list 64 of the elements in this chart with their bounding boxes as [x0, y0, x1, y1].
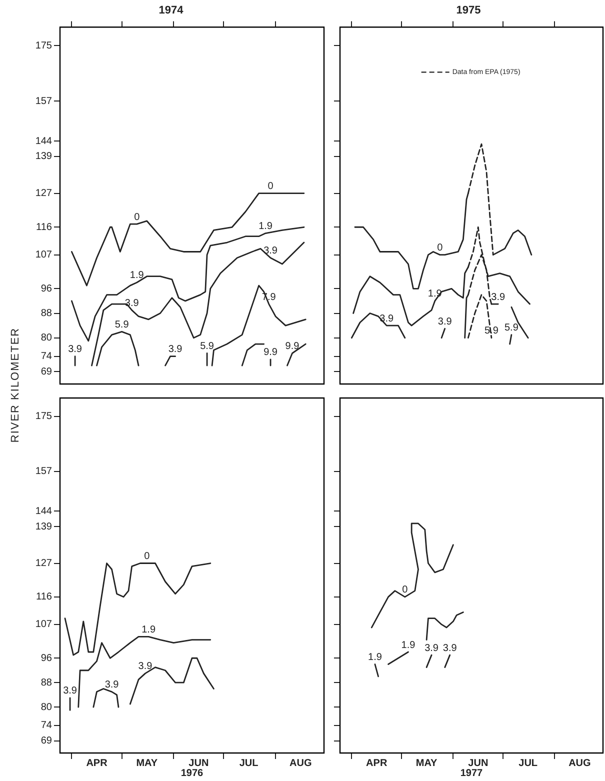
annotation: 3.9 — [380, 313, 394, 324]
annotation: 3.9 — [491, 292, 506, 303]
x-tick-label: AUG — [568, 758, 592, 769]
x-axis-title: 1976 — [180, 768, 204, 779]
annotation: 5.9 — [200, 340, 214, 352]
y-tick-label: 69 — [40, 736, 52, 747]
x-tick-label: AUG — [289, 758, 312, 769]
y-tick-label: 107 — [35, 619, 52, 630]
annotation: 3.9 — [168, 344, 183, 356]
y-tick-label: 74 — [40, 720, 52, 732]
y-tick-label: 127 — [35, 188, 52, 200]
y-axis-title: RIVER KILOMETER — [10, 327, 22, 443]
x-tick-label: JUN — [468, 758, 488, 769]
y-tick-label: 175 — [35, 40, 52, 52]
x-tick-label: JUL — [518, 758, 538, 769]
y-tick-label: 144 — [35, 506, 52, 517]
annotation: 0 — [268, 181, 274, 192]
x-tick-label: APR — [366, 758, 388, 769]
annotation: 1.9 — [258, 221, 273, 232]
y-tick-label: 80 — [40, 332, 52, 344]
y-tick-label: 127 — [35, 558, 52, 570]
chart-title: 1974 — [158, 4, 184, 17]
annotation: 3.9 — [63, 686, 78, 697]
y-tick-label: 139 — [35, 151, 52, 162]
chart-title: 1975 — [456, 4, 481, 17]
annotation: 3.9 — [442, 642, 458, 654]
annotation: 1.9 — [130, 270, 144, 282]
y-tick-label: 96 — [40, 283, 52, 294]
y-tick-label: 139 — [35, 521, 52, 532]
x-tick-label: MAY — [416, 758, 438, 769]
annotation: 5.9 — [504, 322, 519, 334]
annotation: 1.9 — [142, 624, 156, 636]
y-tick-label: 116 — [36, 222, 52, 233]
y-tick-label: 144 — [35, 136, 52, 147]
annotation: 0 — [402, 584, 408, 596]
x-axis-title: 1977 — [460, 768, 484, 779]
x-tick-label: APR — [86, 758, 108, 769]
y-tick-label: 157 — [35, 96, 52, 107]
x-tick-label: JUL — [239, 758, 258, 769]
x-tick-label: MAY — [136, 758, 158, 769]
annotation: 3.9 — [424, 642, 439, 654]
y-tick-label: 96 — [40, 652, 52, 664]
y-tick-label: 88 — [40, 677, 52, 688]
annotation: 3.9 — [438, 316, 452, 328]
y-tick-label: 116 — [36, 592, 52, 603]
y-tick-label: 175 — [35, 411, 52, 422]
y-tick-label: 69 — [40, 366, 52, 378]
annotation: 9.9 — [285, 340, 300, 352]
annotation: 3.9 — [104, 680, 120, 691]
y-tick-label: 88 — [40, 308, 52, 320]
y-tick-label: 74 — [40, 351, 52, 362]
annotation: 0 — [437, 242, 444, 254]
x-tick-label: JUN — [188, 758, 209, 769]
annotation: 3.9 — [138, 661, 153, 672]
annotation: 9.9 — [264, 347, 278, 358]
annotation: 1.9 — [368, 652, 382, 663]
annotation: 0 — [144, 551, 150, 562]
annotation: 0 — [134, 212, 140, 223]
y-tick-label: 80 — [40, 702, 52, 713]
annotation: 1.9 — [401, 640, 416, 651]
y-tick-label: 107 — [35, 250, 52, 261]
annotation: 3.9 — [68, 344, 82, 356]
annotation: 5.9 — [114, 319, 130, 330]
y-tick-label: 157 — [35, 466, 52, 478]
